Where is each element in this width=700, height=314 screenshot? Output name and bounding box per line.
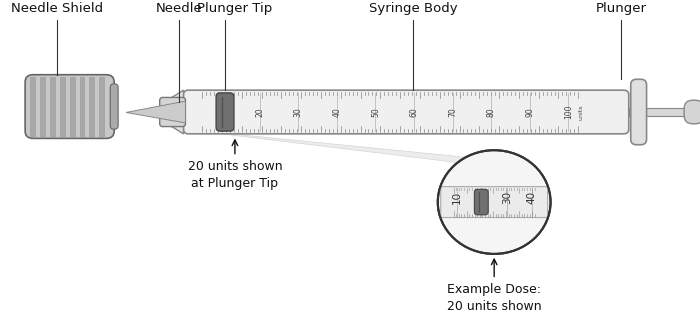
Text: 80: 80 xyxy=(486,107,496,117)
Text: Plunger Tip: Plunger Tip xyxy=(197,2,272,15)
FancyBboxPatch shape xyxy=(110,84,118,129)
Text: Syringe Body: Syringe Body xyxy=(369,2,457,15)
FancyBboxPatch shape xyxy=(475,189,488,215)
FancyBboxPatch shape xyxy=(684,100,700,124)
Text: 20 units shown
at Plunger Tip: 20 units shown at Plunger Tip xyxy=(188,160,282,190)
FancyBboxPatch shape xyxy=(183,90,629,134)
Text: 40: 40 xyxy=(332,107,342,117)
Bar xyxy=(629,108,688,116)
Text: Example Dose:
20 units shown: Example Dose: 20 units shown xyxy=(447,283,542,313)
Circle shape xyxy=(438,150,551,254)
FancyBboxPatch shape xyxy=(25,75,114,138)
Bar xyxy=(80,78,85,136)
Text: 10: 10 xyxy=(452,191,461,204)
Bar xyxy=(50,78,55,136)
Text: 100: 100 xyxy=(564,105,573,119)
Polygon shape xyxy=(126,101,186,123)
Text: 10: 10 xyxy=(216,107,225,117)
Text: 90: 90 xyxy=(525,107,534,117)
FancyBboxPatch shape xyxy=(216,93,234,131)
Bar xyxy=(60,78,64,136)
Polygon shape xyxy=(162,90,183,134)
Bar xyxy=(40,78,45,136)
Text: Plunger: Plunger xyxy=(595,2,646,15)
Polygon shape xyxy=(221,134,525,163)
Text: Needle Shield: Needle Shield xyxy=(10,2,103,15)
FancyBboxPatch shape xyxy=(160,97,186,127)
Text: 30: 30 xyxy=(294,107,302,117)
Bar xyxy=(90,78,95,136)
Text: 60: 60 xyxy=(410,107,419,117)
Bar xyxy=(99,78,104,136)
Text: 40: 40 xyxy=(527,191,537,204)
FancyBboxPatch shape xyxy=(631,79,647,145)
FancyBboxPatch shape xyxy=(441,187,547,218)
Text: 20: 20 xyxy=(476,191,486,204)
Text: 20: 20 xyxy=(255,107,264,117)
Text: 30: 30 xyxy=(502,191,512,204)
Bar xyxy=(70,78,75,136)
Text: units: units xyxy=(578,104,583,120)
Text: Needle: Needle xyxy=(156,2,203,15)
Text: 50: 50 xyxy=(371,107,380,117)
Text: 70: 70 xyxy=(448,107,457,117)
Bar xyxy=(30,78,35,136)
